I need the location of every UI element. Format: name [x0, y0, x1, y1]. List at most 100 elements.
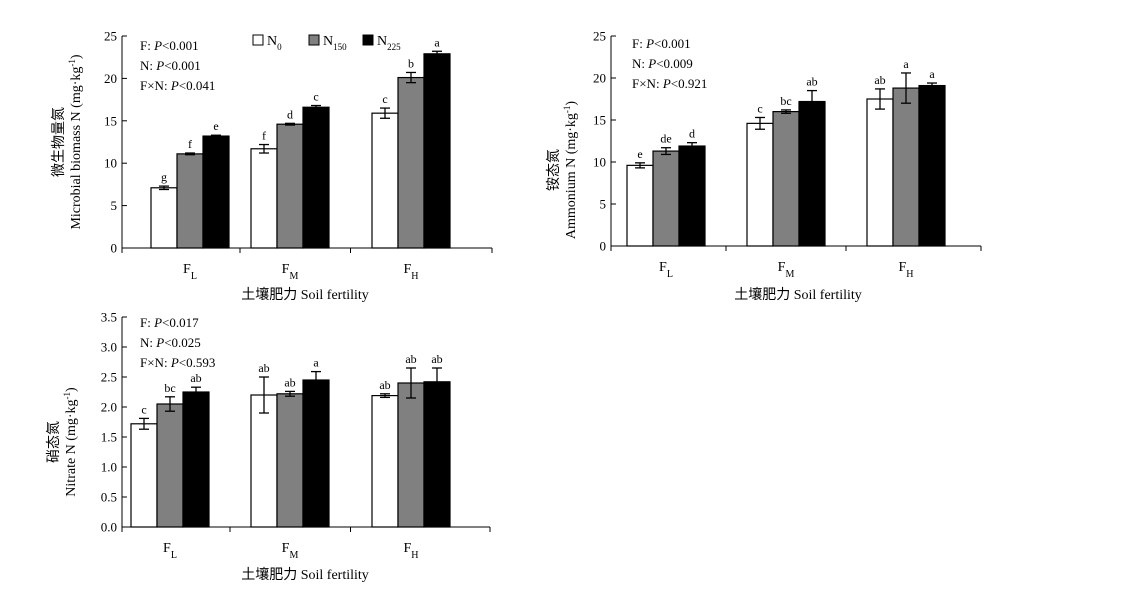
y-axis-label: 铵态氮 Ammonium N (mg·kg-1) — [546, 101, 579, 240]
category-label: FL — [163, 541, 177, 561]
category-sub: L — [171, 550, 177, 561]
bar — [798, 100, 826, 247]
significance-letter: ab — [405, 352, 416, 366]
bar — [250, 394, 278, 528]
bar — [678, 145, 706, 247]
y-tick-label: 15 — [104, 113, 117, 128]
stats-value: <0.041 — [179, 78, 216, 93]
category-main: F — [163, 541, 171, 556]
stats-line: F×N: P<0.921 — [632, 76, 707, 91]
bar — [182, 391, 210, 528]
stats-p: P — [155, 335, 164, 350]
y-tick-label: 5 — [600, 197, 607, 212]
category-sub: L — [191, 271, 197, 282]
y-tick-label: 3.5 — [101, 310, 117, 325]
legend-label: N225 — [377, 34, 401, 52]
significance-letter: f — [188, 137, 192, 151]
significance-letter: de — [660, 132, 671, 146]
stats-line: N: P<0.001 — [140, 58, 201, 73]
y-tick-label: 20 — [593, 71, 606, 86]
y-axis-label-en: Microbial biomass N (mg·kg-1) — [67, 54, 84, 229]
stats-p: P — [153, 315, 162, 330]
stats-p: P — [170, 355, 179, 370]
significance-letter: a — [903, 57, 909, 71]
category-main: F — [183, 262, 191, 277]
stats-p: P — [155, 58, 164, 73]
x-axis-label: 土壤肥力 Soil fertility — [241, 566, 369, 583]
stats-factor: F: — [140, 315, 154, 330]
significance-letter: b — [408, 56, 414, 70]
significance-letter: d — [287, 107, 293, 121]
y-tick-label: 10 — [104, 156, 117, 171]
stats-line: F: P<0.001 — [140, 38, 199, 53]
legend-swatch — [252, 34, 264, 46]
category-label: FM — [778, 260, 795, 280]
legend-sub: 150 — [333, 42, 347, 52]
category-main: F — [778, 260, 786, 275]
significance-letter: ab — [258, 361, 269, 375]
stats-p: P — [645, 36, 654, 51]
legend-main: N — [377, 34, 387, 49]
significance-letter: a — [929, 67, 935, 81]
x-axis-label: 土壤肥力 Soil fertility — [241, 286, 369, 303]
stats-line: N: P<0.009 — [632, 56, 693, 71]
category-sub: M — [289, 550, 298, 561]
bar — [276, 123, 304, 249]
bar — [302, 106, 330, 249]
y-label-main: Ammonium N (mg·kg — [564, 113, 579, 239]
stats-factor: N: — [632, 56, 648, 71]
y-label-sup: -1 — [67, 59, 77, 67]
stats-value: <0.593 — [179, 355, 216, 370]
y-tick-label: 25 — [593, 29, 606, 44]
bar — [150, 187, 178, 249]
category-sub: M — [289, 271, 298, 282]
legend-sub: 0 — [277, 42, 282, 52]
stats-p: P — [662, 76, 671, 91]
category-label: FH — [403, 262, 418, 282]
significance-letter: d — [689, 127, 695, 141]
stats-line: F: P<0.017 — [140, 315, 199, 330]
legend-label: N0 — [267, 34, 282, 52]
stats-value: <0.025 — [164, 335, 201, 350]
significance-letter: c — [141, 402, 146, 416]
y-tick-label: 0 — [111, 241, 118, 256]
category-label: FM — [282, 541, 299, 561]
stats-factor: N: — [140, 335, 156, 350]
stats-factor: F×N: — [632, 76, 663, 91]
bar — [746, 122, 774, 247]
category-sub: H — [906, 269, 913, 280]
stats-p: P — [647, 56, 656, 71]
bar — [202, 135, 230, 249]
y-tick-label: 20 — [104, 71, 117, 86]
significance-letter: a — [313, 356, 319, 370]
y-label-tail: ) — [564, 101, 579, 106]
category-label: FL — [183, 262, 197, 282]
significance-letter: g — [161, 170, 167, 184]
significance-letter: e — [213, 119, 218, 133]
y-tick-label: 5 — [111, 198, 118, 213]
legend-swatch — [362, 34, 374, 46]
significance-letter: ab — [806, 75, 817, 89]
bar — [772, 110, 800, 247]
stats-factor: F: — [140, 38, 154, 53]
y-tick-label: 1.0 — [101, 460, 117, 475]
bar — [371, 112, 399, 249]
stats-value: <0.017 — [162, 315, 199, 330]
significance-letter: bc — [780, 94, 791, 108]
y-label-tail: ) — [64, 387, 79, 392]
category-label: FH — [898, 260, 913, 280]
stats-value: <0.001 — [164, 58, 201, 73]
y-tick-label: 3.0 — [101, 340, 117, 355]
y-label-main: Nitrate N (mg·kg — [64, 399, 79, 496]
category-main: F — [403, 262, 411, 277]
significance-letter: a — [434, 35, 440, 49]
y-axis-label: 微生物量氮 Microbial biomass N (mg·kg-1) — [51, 54, 84, 229]
category-label: FL — [659, 260, 673, 280]
y-tick-label: 0.5 — [101, 490, 117, 505]
significance-letter: c — [313, 90, 318, 104]
significance-letter: ab — [431, 352, 442, 366]
legend: N0 N 150 N225 — [252, 34, 401, 52]
stats-factor: F: — [632, 36, 646, 51]
